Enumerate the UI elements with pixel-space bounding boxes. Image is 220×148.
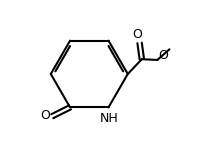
Text: O: O (132, 28, 142, 41)
Text: O: O (41, 109, 51, 122)
Text: NH: NH (100, 112, 119, 125)
Text: O: O (159, 49, 169, 62)
